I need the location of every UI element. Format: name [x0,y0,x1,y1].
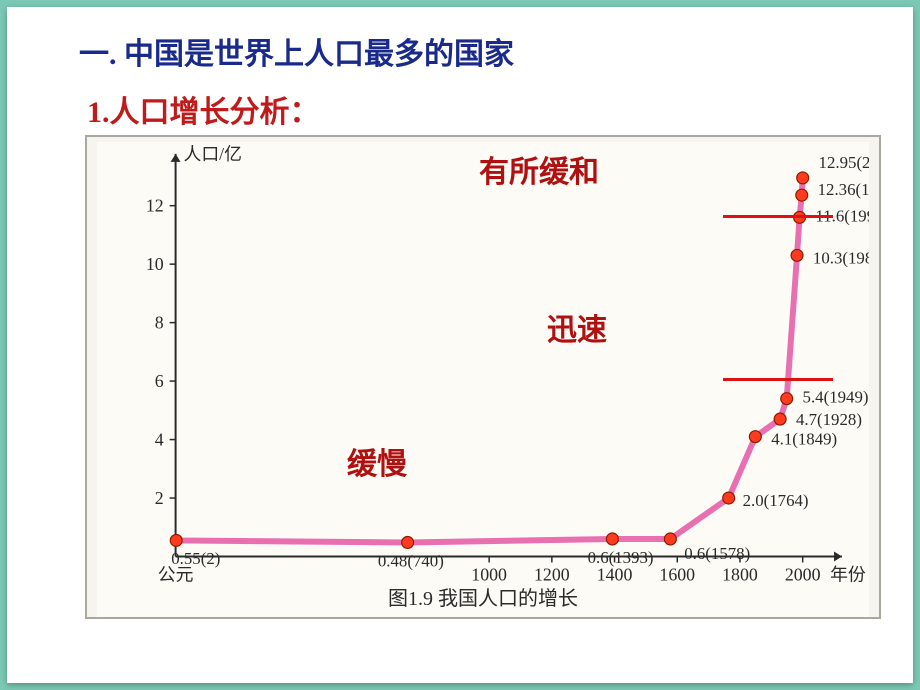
chart-caption: 图1.9 我国人口的增长 [388,582,578,611]
annotation-slow: 缓慢 [347,439,407,483]
slide: 一. 中国是世界上人口最多的国家 1.人口增长分析： 2 4 6 8 10 12 人口/亿 1… [7,7,913,683]
svg-text:10.3(1982): 10.3(1982) [813,248,869,267]
svg-text:12: 12 [146,196,164,216]
svg-text:0.6(1578): 0.6(1578) [684,544,750,563]
svg-text:5.4(1949): 5.4(1949) [803,388,869,407]
svg-text:2000: 2000 [785,564,821,584]
section-heading: 一. 中国是世界上人口最多的国家 [79,29,514,73]
svg-text:1600: 1600 [659,564,695,584]
svg-text:6: 6 [155,371,164,391]
underline-1990 [723,215,833,218]
svg-text:人口/亿: 人口/亿 [184,144,242,164]
svg-text:10: 10 [146,254,164,274]
svg-text:12.95(2000): 12.95(2000) [819,153,869,172]
svg-text:8: 8 [155,313,164,333]
svg-text:0.48(740): 0.48(740) [378,551,444,570]
svg-text:4.7(1928): 4.7(1928) [796,410,862,429]
svg-text:1400: 1400 [597,564,633,584]
annotation-rapid: 迅速 [547,305,607,349]
underline-1949 [723,378,833,381]
population-chart: 24681012人口/亿100012001400160018002000公元年份… [85,135,881,619]
annotation-slowing: 有所缓和 [479,147,599,191]
svg-text:4: 4 [155,430,164,450]
subsection-heading: 1.人口增长分析： [87,87,320,131]
svg-text:12.36(1997): 12.36(1997) [818,180,869,199]
svg-text:1800: 1800 [722,564,758,584]
svg-text:0.6(1393): 0.6(1393) [588,548,654,567]
svg-text:2: 2 [155,488,164,508]
svg-text:0.55(2): 0.55(2) [171,549,220,568]
svg-text:4.1(1849): 4.1(1849) [771,430,837,449]
svg-text:年份: 年份 [830,564,866,584]
svg-text:2.0(1764): 2.0(1764) [743,491,809,510]
